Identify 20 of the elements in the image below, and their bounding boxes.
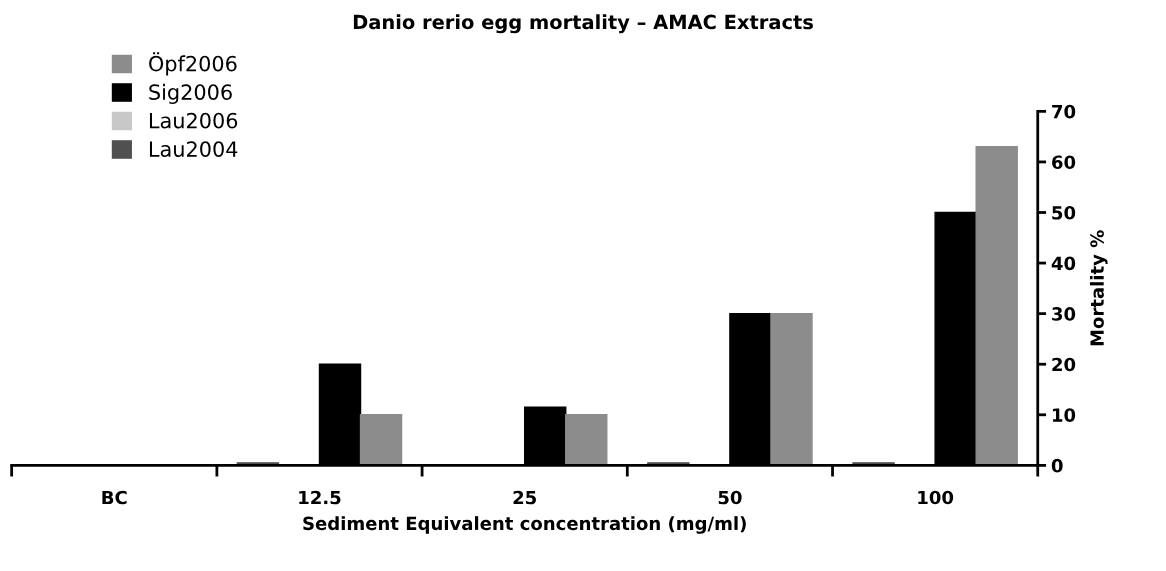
- x-tick-label: BC: [102, 490, 127, 505]
- x-axis-title: Sediment Equivalent concentration (mg/ml): [303, 516, 746, 534]
- y-tick-label: 40: [1051, 256, 1076, 271]
- legend-label: Lau2004: [149, 141, 238, 157]
- y-tick-label: 70: [1052, 104, 1076, 119]
- y-tick-label: 30: [1052, 307, 1076, 321]
- y-tick-label: 20: [1052, 357, 1076, 372]
- x-tick-label: 25: [513, 490, 536, 505]
- y-tick-label: 10: [1052, 408, 1076, 422]
- chart-title: Danio rerio egg mortality – AMAC Extracts: [353, 14, 813, 34]
- x-tick-label: 50: [718, 490, 742, 505]
- legend-label: Öpf2006: [149, 52, 237, 76]
- x-tick-label: 100: [918, 490, 954, 505]
- y-axis-title: Mortality %: [1089, 230, 1108, 346]
- y-tick-label: 0: [1051, 458, 1063, 473]
- y-tick-label: 50: [1052, 205, 1076, 220]
- legend-label: Sig2006: [149, 83, 232, 105]
- legend-label: Lau2006: [149, 112, 238, 129]
- x-tick-label: 12.5: [299, 490, 341, 505]
- y-tick-label: 60: [1052, 155, 1076, 170]
